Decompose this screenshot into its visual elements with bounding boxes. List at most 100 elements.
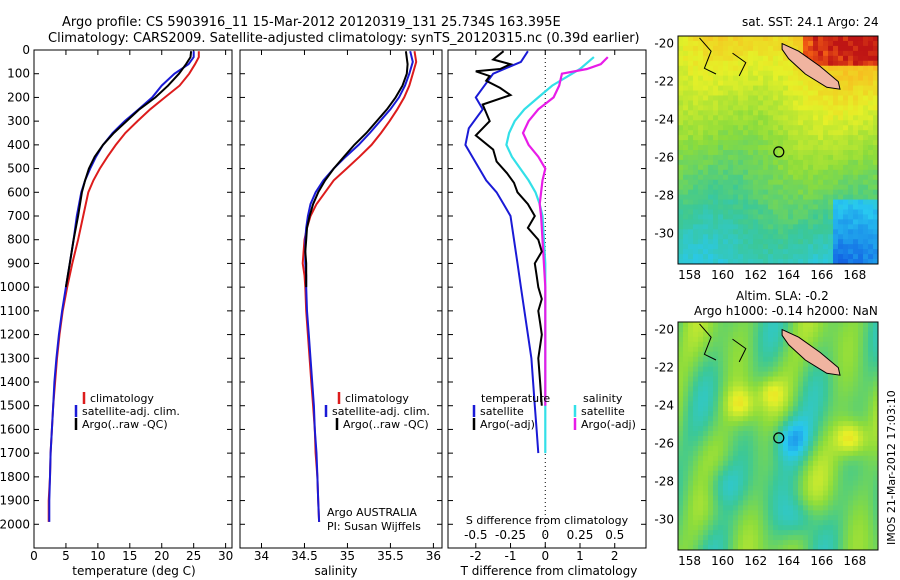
heatmap-cell [873,169,878,176]
heatmap-cell [738,169,744,176]
heatmap-cell [758,331,764,338]
heatmap-cell [733,169,739,176]
heatmap-cell [823,520,829,526]
heatmap-cell [813,95,819,102]
heatmap-cell [753,214,759,220]
heatmap-cell [698,45,704,52]
heatmap-cell [733,530,739,536]
heatmap-cell [843,396,849,402]
heatmap-cell [753,336,759,343]
heatmap-cell [783,184,789,191]
heatmap-cell [683,530,689,536]
heatmap-cell [723,135,729,141]
heatmap-cell [818,426,824,432]
heatmap-cell [698,50,704,57]
heatmap-cell [698,376,704,383]
heatmap-cell [798,229,804,235]
heatmap-cell [773,421,779,427]
heatmap-cell [718,254,724,260]
heatmap-cell [728,411,734,417]
heatmap-cell [688,445,694,452]
heatmap-cell [753,95,759,102]
heatmap-cell [828,209,834,216]
heatmap-cell [768,105,774,111]
heatmap-cell [773,341,779,348]
heatmap-cell [838,164,844,171]
heatmap-cell [733,470,739,477]
heatmap-cell [778,80,784,87]
heatmap-cell [843,525,849,531]
heatmap-cell [788,179,794,186]
heatmap-cell [828,199,834,206]
heatmap-cell [683,244,689,250]
heatmap-cell [803,326,809,333]
heatmap-cell [678,150,684,156]
heatmap-cell [863,336,869,343]
heatmap-cell [763,209,769,216]
heatmap-cell [873,505,878,511]
heatmap-cell [788,120,794,126]
heatmap-cell [783,179,789,186]
heatmap-cell [718,40,724,47]
heatmap-cell [818,455,824,462]
heatmap-cell [873,530,878,536]
heatmap-cell [713,326,719,333]
heatmap-cell [808,401,814,407]
heatmap-cell [868,540,874,546]
heatmap-cell [728,500,734,506]
heatmap-cell [678,40,684,47]
heatmap-cell [698,450,704,457]
heatmap-cell [843,75,849,82]
heatmap-cell [853,135,859,141]
heatmap-cell [793,480,799,487]
heatmap-cell [753,189,759,196]
heatmap-cell [708,376,714,383]
heatmap-cell [848,416,854,422]
legend-label-satellite: satellite-adj. clim. [82,405,180,418]
heatmap-cell [693,495,699,502]
heatmap-cell [723,105,729,111]
sla-map-title-1: Altim. SLA: -0.2 [736,289,829,303]
heatmap-cell [783,431,789,437]
heatmap-cell [803,254,809,260]
heatmap-cell [843,150,849,156]
heatmap-cell [748,45,754,52]
heatmap-cell [803,125,809,131]
heatmap-cell [803,80,809,87]
heatmap-cell [868,229,874,235]
heatmap-cell [853,154,859,161]
heatmap-cell [733,50,739,57]
heatmap-cell [808,475,814,482]
heatmap-cell [733,239,739,245]
heatmap-cell [753,322,759,328]
heatmap-cell [798,525,804,531]
heatmap-cell [833,209,839,216]
heatmap-cell [688,401,694,407]
heatmap-cell [688,75,694,82]
heatmap-cell [773,120,779,126]
heatmap-cell [803,520,809,526]
heatmap-cell [838,110,844,116]
heatmap-cell [813,505,819,511]
heatmap-cell [848,90,854,97]
heatmap-cell [788,470,794,477]
heatmap-cell [758,40,764,47]
heatmap-cell [768,249,774,255]
heatmap-cell [733,150,739,156]
heatmap-cell [863,445,869,452]
heatmap-cell [713,455,719,462]
heatmap-cell [763,204,769,211]
heatmap-cell [798,219,804,225]
heatmap-cell [713,510,719,516]
heatmap-cell [733,244,739,250]
heatmap-cell [783,85,789,92]
heatmap-cell [713,470,719,477]
heatmap-cell [803,331,809,338]
heatmap-cell [743,169,749,176]
heatmap-cell [693,416,699,422]
heatmap-cell [728,75,734,82]
heatmap-cell [813,229,819,235]
heatmap-cell [833,351,839,358]
heatmap-cell [863,50,869,57]
heatmap-cell [753,110,759,116]
